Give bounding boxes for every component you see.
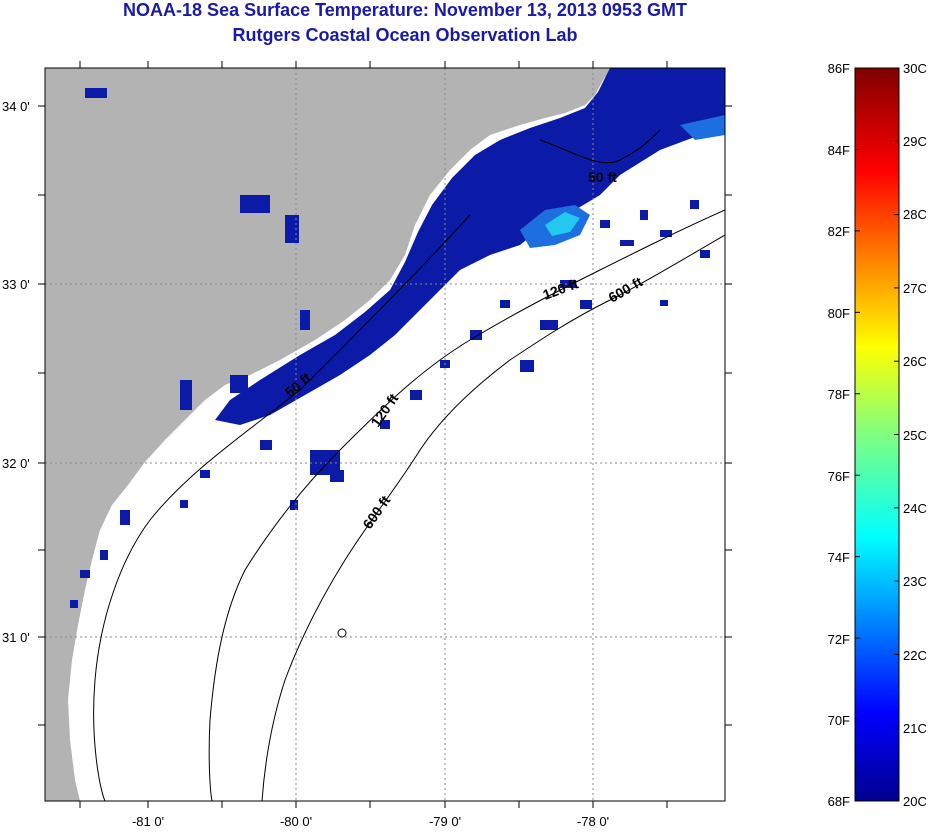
colorbar-c-label: 25C bbox=[903, 428, 927, 443]
lon-label-81: -81 0' bbox=[132, 814, 164, 829]
colorbar-f-label: 72F bbox=[828, 632, 850, 647]
colorbar-f-label: 78F bbox=[828, 387, 850, 402]
land-mass bbox=[45, 68, 610, 801]
colorbar-f-label: 76F bbox=[828, 469, 850, 484]
bathymetry-contours bbox=[93, 129, 725, 801]
colorbar-f-label: 84F bbox=[828, 143, 850, 158]
map-frame bbox=[44, 67, 726, 802]
colorbar-c-label: 24C bbox=[903, 501, 927, 516]
colorbar-c-label: 29C bbox=[903, 134, 927, 149]
lat-label-32: 32 0' bbox=[2, 456, 30, 471]
sst-warm-core bbox=[545, 212, 580, 236]
lon-label-80: -80 0' bbox=[280, 814, 312, 829]
colorbar-c-label: 30C bbox=[903, 61, 927, 76]
figure-title: NOAA-18 Sea Surface Temperature: Novembe… bbox=[123, 0, 687, 20]
colorbar-f-label: 80F bbox=[828, 306, 850, 321]
colorbar-f-label: 68F bbox=[828, 794, 850, 809]
lon-label-78: -78 0' bbox=[577, 814, 609, 829]
sst-coastal-band bbox=[215, 68, 725, 425]
sst-scattered-pixels bbox=[70, 88, 710, 608]
colorbar-ticks bbox=[855, 67, 899, 802]
lon-label-79: -79 0' bbox=[429, 814, 461, 829]
colorbar-c-label: 21C bbox=[903, 721, 927, 736]
colorbar-c-label: 20C bbox=[903, 794, 927, 809]
colorbar-c-label: 26C bbox=[903, 354, 927, 369]
colorbar-f-label: 70F bbox=[828, 713, 850, 728]
colorbar-f-labels: 86F 84F 82F 80F 78F 76F 74F 72F 70F 68F bbox=[828, 61, 850, 809]
colorbar-c-label: 28C bbox=[903, 207, 927, 222]
colorbar-c-label: 22C bbox=[903, 648, 927, 663]
contour-label-50ft-north: 50 ft bbox=[588, 169, 617, 185]
sst-offshore-strip bbox=[680, 115, 725, 140]
figure-subtitle: Rutgers Coastal Ocean Observation Lab bbox=[232, 25, 578, 45]
colorbar bbox=[854, 67, 900, 802]
contour-600ft bbox=[261, 234, 725, 801]
lat-label-31: 31 0' bbox=[2, 630, 30, 645]
colorbar-c-labels: 30C 29C 28C 27C 26C 25C 24C 23C 22C 21C … bbox=[903, 61, 927, 809]
colorbar-c-label: 27C bbox=[903, 281, 927, 296]
axis-ticks bbox=[38, 61, 732, 808]
lat-label-33: 33 0' bbox=[2, 277, 30, 292]
lat-label-34: 34 0' bbox=[2, 99, 30, 114]
colorbar-f-label: 86F bbox=[828, 61, 850, 76]
contour-50ft bbox=[93, 129, 661, 801]
colorbar-c-label: 23C bbox=[903, 574, 927, 589]
colorbar-f-label: 82F bbox=[828, 224, 850, 239]
contour-120ft bbox=[208, 209, 725, 801]
colorbar-f-label: 74F bbox=[828, 550, 850, 565]
graticule bbox=[45, 68, 725, 801]
